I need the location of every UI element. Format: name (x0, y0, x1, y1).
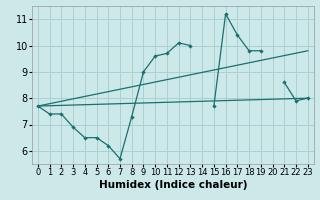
X-axis label: Humidex (Indice chaleur): Humidex (Indice chaleur) (99, 180, 247, 190)
